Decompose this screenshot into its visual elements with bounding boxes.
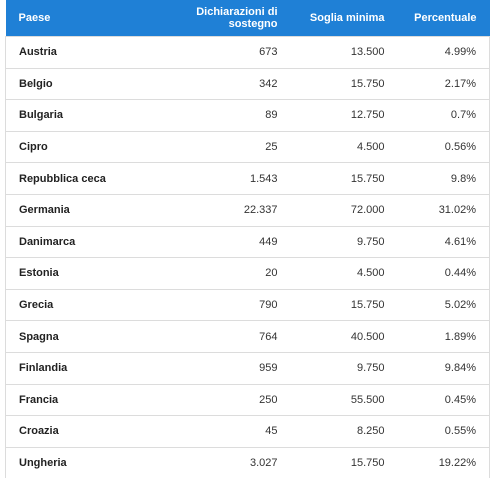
value-cell: 15.750 <box>290 288 398 321</box>
value-cell: 13.500 <box>290 36 398 69</box>
value-cell: 45 <box>135 415 291 448</box>
table-row: Cipro 25 4.500 0.56% <box>5 130 490 163</box>
table-row: Croazia 45 8.250 0.55% <box>5 415 490 448</box>
value-cell: 790 <box>135 288 291 321</box>
country-cell: Bulgaria <box>5 99 136 132</box>
value-cell: 449 <box>135 225 291 258</box>
country-cell: Ungheria <box>5 446 136 479</box>
value-cell: 4.61% <box>397 225 490 258</box>
table-row: Germania 22.337 72.000 31.02% <box>5 193 490 227</box>
value-cell: 40.500 <box>290 320 398 353</box>
value-cell: 0.44% <box>397 257 490 290</box>
value-cell: 31.02% <box>397 193 490 227</box>
value-cell: 342 <box>135 67 291 100</box>
table-row: Danimarca 449 9.750 4.61% <box>5 225 490 258</box>
country-cell: Repubblica ceca <box>5 162 136 195</box>
value-cell: 1.89% <box>397 320 490 353</box>
value-cell: 0.45% <box>397 383 490 416</box>
value-cell: 250 <box>135 383 291 416</box>
column-header: Paese <box>5 0 136 37</box>
table-row: Repubblica ceca 1.543 15.750 9.8% <box>5 162 490 195</box>
table-row: Spagna 764 40.500 1.89% <box>5 320 490 353</box>
value-cell: 9.750 <box>290 351 398 385</box>
country-cell: Francia <box>5 383 136 416</box>
table-row: Austria 673 13.500 4.99% <box>5 36 490 69</box>
value-cell: 12.750 <box>290 99 398 132</box>
table-row: Grecia 790 15.750 5.02% <box>5 288 490 321</box>
header-row: Paese Dichiarazioni di sostegno Soglia min… <box>5 0 490 37</box>
value-cell: 5.02% <box>397 288 490 321</box>
value-cell: 25 <box>135 130 291 163</box>
value-cell: 9.8% <box>397 162 490 195</box>
value-cell: 72.000 <box>290 193 398 227</box>
value-cell: 89 <box>135 99 291 132</box>
country-cell: Grecia <box>5 288 136 321</box>
value-cell: 0.7% <box>397 99 490 132</box>
value-cell: 15.750 <box>290 162 398 195</box>
value-cell: 4.500 <box>290 130 398 163</box>
value-cell: 3.027 <box>135 446 291 479</box>
country-cell: Estonia <box>5 257 136 290</box>
country-cell: Belgio <box>5 67 136 100</box>
value-cell: 15.750 <box>290 67 398 100</box>
table-row: Estonia 20 4.500 0.44% <box>5 257 490 290</box>
column-header: Soglia minima <box>290 0 398 37</box>
country-cell: Danimarca <box>5 225 136 258</box>
value-cell: 0.55% <box>397 415 490 448</box>
table-row: Bulgaria 89 12.750 0.7% <box>5 99 490 132</box>
column-header: Percentuale <box>397 0 490 37</box>
value-cell: 4.99% <box>397 36 490 69</box>
value-cell: 764 <box>135 320 291 353</box>
value-cell: 8.250 <box>290 415 398 448</box>
table-row: Francia 250 55.500 0.45% <box>5 383 490 416</box>
value-cell: 20 <box>135 257 291 290</box>
value-cell: 673 <box>135 36 291 69</box>
country-cell: Germania <box>5 193 136 227</box>
value-cell: 15.750 <box>290 446 398 479</box>
country-cell: Cipro <box>5 130 136 163</box>
country-cell: Croazia <box>5 415 136 448</box>
country-cell: Spagna <box>5 320 136 353</box>
value-cell: 55.500 <box>290 383 398 416</box>
country-cell: Austria <box>5 36 136 69</box>
value-cell: 2.17% <box>397 67 490 100</box>
value-cell: 19.22% <box>397 446 490 479</box>
table-row: Ungheria 3.027 15.750 19.22% <box>5 446 490 479</box>
value-cell: 9.750 <box>290 225 398 258</box>
value-cell: 4.500 <box>290 257 398 290</box>
table-row: Finlandia 959 9.750 9.84% <box>5 351 490 385</box>
table-body: Austria 673 13.500 4.99% Belgio 342 15.750 2.17… <box>5 36 490 479</box>
value-cell: 1.543 <box>135 162 291 195</box>
country-cell: Finlandia <box>5 351 136 385</box>
table-row: Belgio 342 15.750 2.17% <box>5 67 490 100</box>
data-table: Paese Dichiarazioni di sostegno Soglia min… <box>5 0 490 479</box>
column-header: Dichiarazioni di sostegno <box>135 0 291 37</box>
value-cell: 9.84% <box>397 351 490 385</box>
value-cell: 22.337 <box>135 193 291 227</box>
value-cell: 959 <box>135 351 291 385</box>
value-cell: 0.56% <box>397 130 490 163</box>
